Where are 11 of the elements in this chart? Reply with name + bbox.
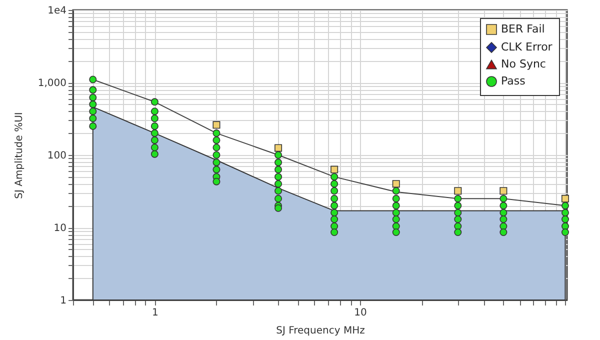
- y-tick-label: 10: [54, 223, 66, 234]
- x-axis-title: SJ Frequency MHz: [276, 326, 365, 336]
- legend-label: Pass: [501, 74, 526, 88]
- legend-label: No Sync: [501, 58, 546, 70]
- y-axis-title: SJ Amplitude %UI: [14, 112, 25, 199]
- legend-label: CLK Error: [501, 40, 553, 54]
- y-tick-label: 1: [60, 296, 66, 306]
- legend-label: BER Fail: [501, 22, 545, 36]
- y-tick-label: 100: [47, 150, 66, 162]
- y-tick-label: 1,000: [38, 78, 66, 89]
- y-tick-label: 1e4: [48, 6, 66, 16]
